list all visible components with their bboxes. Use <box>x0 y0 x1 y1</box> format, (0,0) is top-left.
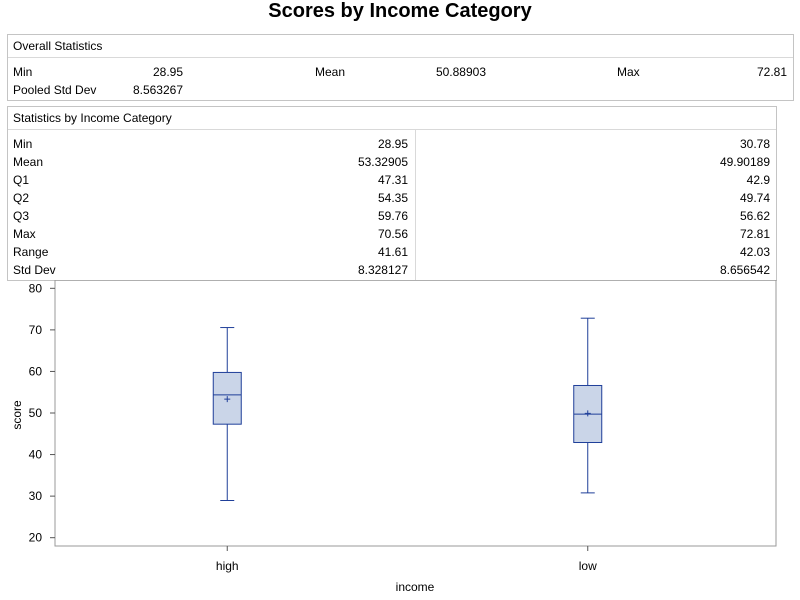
stat-label: Q2 <box>13 191 30 205</box>
overall-mean-label: Mean <box>315 65 346 79</box>
stat-low-value: 49.90189 <box>719 155 770 169</box>
chart-title: Scores by Income Category <box>268 0 532 22</box>
mean-marker <box>224 396 231 403</box>
stat-label: Mean <box>13 155 44 169</box>
stat-high-value: 53.32905 <box>357 155 408 169</box>
x-axis-label: income <box>396 580 435 594</box>
x-tick-label-high: high <box>216 559 239 573</box>
stat-label: Q3 <box>13 209 30 223</box>
y-tick-label: 70 <box>29 323 43 337</box>
y-tick-label: 50 <box>29 406 43 420</box>
stat-label: Q1 <box>13 173 30 187</box>
stat-row: Max 70.56 72.81 <box>8 225 774 243</box>
y-tick-label: 40 <box>29 448 43 462</box>
stat-high-value: 54.35 <box>377 191 408 205</box>
stat-row: Q1 47.31 42.9 <box>8 171 774 189</box>
stat-low-value: 30.78 <box>739 137 770 151</box>
category-statistics-panel: Statistics by Income Category Min 28.95 30… <box>7 106 777 281</box>
stat-row: Min 28.95 30.78 <box>8 135 774 153</box>
overall-statistics-panel: Overall Statistics Min 28.95 Mean 50.889… <box>7 34 794 101</box>
overall-pooled-std-label: Pooled Std Dev <box>13 83 97 97</box>
x-tick-label-low: low <box>579 559 597 573</box>
overall-max-label: Max <box>617 65 640 79</box>
stat-low-value: 72.81 <box>739 227 770 241</box>
stat-label: Range <box>13 245 49 259</box>
y-tick-label: 20 <box>29 531 43 545</box>
stat-high-value: 59.76 <box>377 209 408 223</box>
stat-low-value: 8.656542 <box>719 263 770 277</box>
overall-min-value: 28.95 <box>152 65 183 79</box>
category-statistics-header: Statistics by Income Category <box>8 107 776 130</box>
stat-label: Std Dev <box>13 263 56 277</box>
overall-mean-value: 50.88903 <box>435 65 486 79</box>
stat-high-value: 70.56 <box>377 227 408 241</box>
stat-low-value: 49.74 <box>739 191 770 205</box>
stat-row: Q3 59.76 56.62 <box>8 207 774 225</box>
stat-label: Min <box>13 137 33 151</box>
stat-row: Mean 53.32905 49.90189 <box>8 153 774 171</box>
overall-min-label: Min <box>13 65 33 79</box>
stat-row: Q2 54.35 49.74 <box>8 189 774 207</box>
mean-marker <box>584 410 591 417</box>
box-plot: 20 30 40 50 60 70 80 high low score income <box>10 280 777 594</box>
box-high <box>212 327 242 501</box>
stat-high-value: 28.95 <box>377 137 408 151</box>
stat-row: Range 41.61 42.03 <box>8 243 774 261</box>
plot-frame <box>54 280 777 547</box>
overall-statistics-header: Overall Statistics <box>8 35 793 58</box>
y-tick-label: 30 <box>29 489 43 503</box>
stat-row: Std Dev 8.328127 8.656542 <box>8 261 774 279</box>
stat-low-value: 56.62 <box>739 209 770 223</box>
stat-low-value: 42.9 <box>746 173 770 187</box>
y-axis-label: score <box>10 400 24 430</box>
stat-high-value: 8.328127 <box>357 263 408 277</box>
stat-low-value: 42.03 <box>739 245 770 259</box>
overall-max-value: 72.81 <box>756 65 787 79</box>
overall-pooled-std-value: 8.563267 <box>132 83 183 97</box>
y-tick-label: 60 <box>29 364 43 378</box>
stat-high-value: 47.31 <box>377 173 408 187</box>
y-tick-label: 80 <box>29 281 43 295</box>
box-low <box>573 317 603 494</box>
stat-label: Max <box>13 227 36 241</box>
column-divider <box>415 130 416 280</box>
stat-high-value: 41.61 <box>377 245 408 259</box>
